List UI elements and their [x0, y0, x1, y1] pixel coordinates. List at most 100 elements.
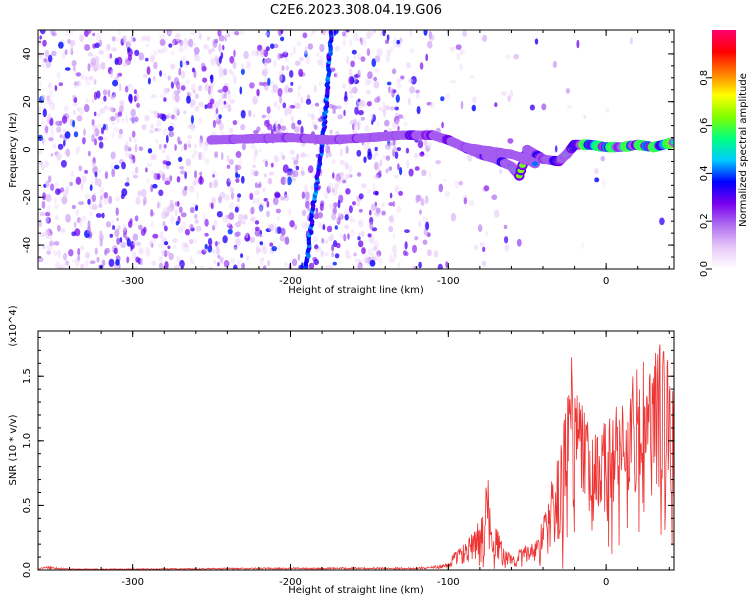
- noise-speck: [53, 249, 57, 257]
- noise-speck: [122, 61, 128, 67]
- noise-speck: [281, 65, 285, 71]
- noise-speck: [82, 137, 86, 145]
- noise-speck: [504, 244, 509, 253]
- noise-speck: [396, 147, 402, 152]
- noise-speck: [415, 194, 420, 204]
- noise-speck: [214, 151, 219, 159]
- noise-speck: [279, 234, 285, 242]
- noise-speck: [109, 233, 114, 238]
- noise-speck: [458, 180, 464, 186]
- noise-speck: [307, 113, 312, 117]
- noise-speck: [215, 107, 219, 114]
- noise-speck: [122, 232, 127, 238]
- noise-speck: [115, 207, 119, 216]
- noise-speck: [133, 95, 137, 103]
- noise-speck: [235, 178, 240, 183]
- noise-speck: [96, 256, 100, 263]
- noise-speck: [91, 134, 95, 143]
- noise-speck: [462, 30, 467, 37]
- noise-speck: [416, 92, 420, 99]
- noise-speck: [259, 48, 265, 55]
- noise-speck: [229, 99, 236, 104]
- noise-speck: [87, 63, 91, 72]
- noise-speck: [216, 211, 223, 218]
- noise-speck: [284, 49, 287, 54]
- noise-speck: [49, 102, 55, 110]
- noise-speck: [238, 213, 244, 221]
- noise-speck: [218, 256, 225, 261]
- noise-speck: [271, 246, 278, 252]
- noise-speck: [444, 93, 451, 101]
- noise-speck: [319, 55, 324, 62]
- noise-speck: [158, 262, 164, 269]
- noise-speck: [45, 194, 52, 203]
- noise-speck: [357, 232, 361, 237]
- noise-speck: [234, 31, 240, 36]
- noise-speck: [230, 257, 236, 264]
- noise-speck: [337, 114, 344, 120]
- noise-speck: [227, 89, 231, 95]
- noise-speck: [104, 123, 109, 131]
- noise-speck: [290, 81, 294, 86]
- noise-speck: [133, 241, 137, 246]
- noise-speck: [110, 104, 114, 112]
- noise-speck: [185, 158, 192, 167]
- noise-speck: [594, 167, 599, 175]
- noise-speck: [178, 156, 183, 163]
- noise-speck: [246, 255, 250, 261]
- noise-speck: [203, 144, 209, 152]
- noise-speck: [334, 253, 340, 259]
- noise-speck: [168, 131, 175, 138]
- noise-speck: [109, 53, 113, 59]
- noise-speck: [459, 63, 464, 71]
- x-tick-label: -100: [437, 276, 460, 287]
- noise-speck: [118, 83, 122, 91]
- noise-speck: [87, 150, 91, 157]
- noise-speck: [111, 131, 115, 139]
- noise-speck: [366, 48, 371, 57]
- noise-speck: [296, 153, 300, 160]
- noise-speck: [350, 95, 353, 99]
- noise-speck: [240, 175, 245, 184]
- noise-speck: [96, 180, 102, 184]
- noise-speck: [149, 54, 155, 63]
- noise-speck: [386, 81, 392, 86]
- noise-speck: [347, 164, 353, 174]
- noise-speck: [397, 163, 400, 171]
- noise-speck: [255, 244, 260, 254]
- noise-speck: [329, 264, 335, 269]
- noise-speck: [48, 82, 52, 89]
- noise-speck: [128, 146, 131, 152]
- noise-speck: [202, 212, 206, 222]
- noise-speck: [406, 159, 410, 169]
- noise-speck: [295, 60, 301, 67]
- noise-speck: [55, 214, 59, 221]
- noise-speck: [56, 152, 63, 161]
- noise-speck: [307, 43, 313, 50]
- noise-speck: [349, 174, 353, 178]
- noise-speck: [153, 61, 158, 70]
- noise-speck: [297, 85, 302, 91]
- colorbar-tick-label: 0.8: [699, 70, 710, 86]
- noise-speck: [356, 172, 362, 177]
- noise-speck: [386, 34, 390, 41]
- noise-speck: [110, 94, 115, 100]
- noise-speck: [414, 236, 419, 241]
- noise-speck: [374, 55, 381, 63]
- noise-speck: [117, 111, 123, 117]
- y-tick-label: -40: [22, 237, 33, 253]
- noise-speck: [218, 98, 224, 106]
- noise-speck: [629, 37, 633, 45]
- noise-speck: [92, 32, 96, 37]
- noise-speck: [76, 145, 81, 153]
- noise-speck: [373, 30, 376, 34]
- noise-speck: [397, 125, 400, 132]
- noise-speck: [353, 32, 359, 37]
- noise-speck: [507, 138, 514, 144]
- noise-speck: [358, 240, 364, 248]
- noise-speck: [602, 179, 605, 188]
- noise-speck: [235, 231, 241, 237]
- noise-speck: [367, 188, 371, 194]
- noise-speck: [172, 122, 176, 129]
- noise-speck: [335, 72, 339, 79]
